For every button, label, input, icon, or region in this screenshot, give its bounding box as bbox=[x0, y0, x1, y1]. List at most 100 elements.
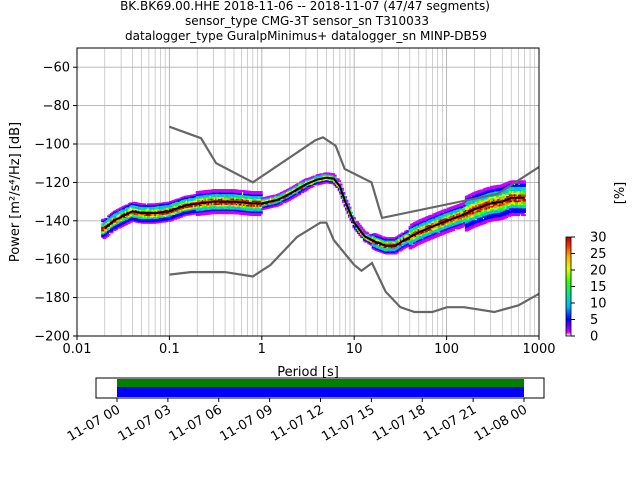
density-cell bbox=[189, 207, 194, 209]
density-cell bbox=[516, 214, 520, 217]
density-cell bbox=[163, 202, 167, 204]
density-cell bbox=[238, 191, 243, 194]
density-cell bbox=[149, 217, 154, 220]
x-tick-label: 0.1 bbox=[159, 342, 180, 357]
density-cell bbox=[484, 217, 488, 219]
density-cell bbox=[266, 199, 271, 202]
density-cell bbox=[237, 211, 241, 214]
density-cell bbox=[217, 198, 222, 201]
density-cell bbox=[491, 188, 495, 191]
density-cell bbox=[500, 193, 504, 196]
timeline-tick-label: 11-07 00 bbox=[65, 402, 123, 444]
high-noise-model-line bbox=[169, 125, 539, 220]
density-cell bbox=[515, 183, 519, 186]
density-cell bbox=[383, 246, 387, 249]
density-cell bbox=[225, 204, 229, 207]
density-cell bbox=[189, 211, 194, 214]
density-cell bbox=[420, 224, 424, 227]
density-cell bbox=[509, 212, 513, 215]
density-cell bbox=[219, 210, 223, 213]
density-cell bbox=[522, 192, 526, 195]
density-cell bbox=[348, 208, 352, 211]
density-cell bbox=[328, 175, 333, 178]
density-cell bbox=[256, 206, 260, 209]
density-cell bbox=[337, 180, 342, 183]
density-cell bbox=[272, 194, 277, 197]
density-cell bbox=[141, 218, 145, 221]
density-cell bbox=[522, 189, 526, 192]
density-cell bbox=[170, 218, 175, 221]
density-cell bbox=[179, 215, 183, 218]
density-cell bbox=[257, 214, 262, 217]
density-cell bbox=[352, 224, 356, 227]
density-cell bbox=[138, 221, 142, 224]
density-cell bbox=[247, 209, 251, 212]
density-cell bbox=[146, 211, 151, 213]
density-cell bbox=[175, 211, 179, 214]
density-cell bbox=[130, 212, 135, 215]
density-cell bbox=[194, 201, 198, 204]
density-cell bbox=[392, 247, 396, 250]
density-cell bbox=[519, 211, 523, 213]
density-cell bbox=[223, 207, 228, 210]
y-axis-ticks: −60 −80 −100 −120 −140 −160 −180 −200 bbox=[34, 61, 77, 345]
density-cell bbox=[167, 207, 172, 210]
density-cell bbox=[228, 204, 232, 207]
density-cell bbox=[191, 197, 195, 200]
density-cell bbox=[238, 197, 243, 200]
density-cell bbox=[458, 218, 463, 221]
density-cell bbox=[182, 200, 186, 203]
density-cell bbox=[105, 232, 109, 234]
density-cell bbox=[522, 211, 526, 213]
density-cell bbox=[275, 195, 280, 198]
density-cell bbox=[238, 206, 243, 209]
data-coverage-bar bbox=[117, 387, 524, 397]
density-cell bbox=[355, 221, 359, 223]
density-cell bbox=[146, 215, 151, 218]
density-cell bbox=[223, 196, 228, 199]
density-cell bbox=[133, 205, 138, 208]
y-tick-label: −80 bbox=[43, 99, 70, 114]
density-cell bbox=[170, 214, 175, 217]
density-cell bbox=[325, 173, 330, 176]
density-cell bbox=[108, 217, 112, 220]
density-cell bbox=[487, 208, 491, 211]
density-cell bbox=[124, 219, 129, 222]
density-cell bbox=[339, 183, 343, 186]
psd-density-cloud bbox=[101, 172, 526, 255]
density-cell bbox=[427, 221, 432, 224]
density-cell bbox=[343, 196, 348, 199]
density-cell bbox=[383, 236, 387, 239]
density-cell bbox=[340, 187, 345, 190]
colorbar-tick-label: 25 bbox=[590, 247, 607, 262]
density-cell bbox=[356, 222, 361, 225]
density-cell bbox=[492, 190, 497, 192]
plot-frame bbox=[76, 47, 540, 337]
density-cell bbox=[195, 212, 200, 215]
x-tick-label: 10 bbox=[346, 342, 363, 357]
density-cell bbox=[302, 181, 306, 184]
psd-plot-area: 0.01 0.1 1 10 100 1000 −60 −80 −100 −120 −140 −160… bbox=[8, 47, 556, 380]
density-cell bbox=[186, 196, 191, 199]
density-cell bbox=[330, 174, 334, 177]
density-cell bbox=[219, 196, 223, 199]
density-cell bbox=[460, 225, 464, 228]
density-cell bbox=[395, 251, 399, 254]
density-cell bbox=[351, 215, 355, 218]
density-cell bbox=[522, 180, 526, 183]
density-cell bbox=[110, 231, 114, 234]
density-cell bbox=[259, 194, 263, 197]
density-cell bbox=[522, 198, 526, 201]
density-cell bbox=[504, 216, 509, 219]
density-cell bbox=[398, 249, 402, 252]
density-cell bbox=[522, 191, 526, 193]
density-cell bbox=[467, 215, 472, 218]
density-cell bbox=[225, 198, 229, 201]
density-cell bbox=[259, 191, 263, 193]
density-cell bbox=[132, 217, 136, 219]
density-cell bbox=[173, 200, 177, 203]
density-cell bbox=[107, 233, 111, 236]
density-cell bbox=[266, 197, 271, 200]
y-tick-label: −160 bbox=[34, 253, 70, 268]
low-noise-model-line bbox=[169, 221, 539, 314]
